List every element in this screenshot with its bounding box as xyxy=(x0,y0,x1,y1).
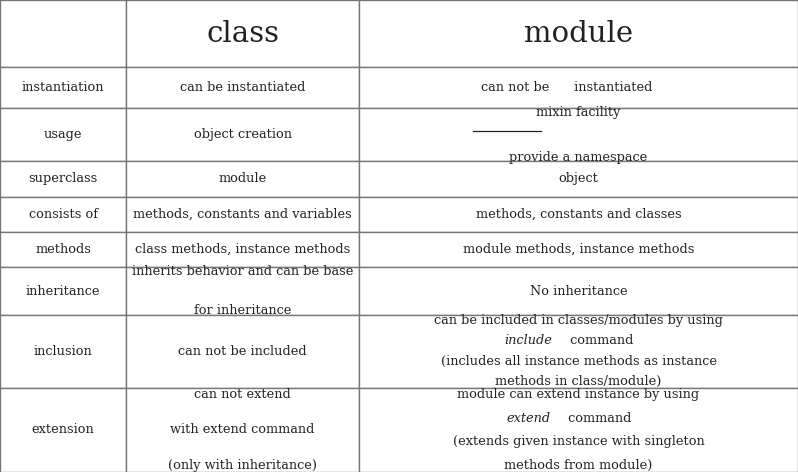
Text: instantiated: instantiated xyxy=(570,81,652,94)
Bar xyxy=(359,67,798,108)
Bar xyxy=(359,161,798,197)
Text: extension: extension xyxy=(32,423,94,436)
Bar xyxy=(126,197,359,232)
Text: instantiation: instantiation xyxy=(22,81,105,94)
Bar xyxy=(126,108,359,161)
Bar xyxy=(359,315,798,388)
Text: methods: methods xyxy=(35,243,91,256)
Bar xyxy=(359,267,798,315)
Text: class methods, instance methods: class methods, instance methods xyxy=(135,243,350,256)
Text: can be instantiated: can be instantiated xyxy=(180,81,306,94)
Text: methods in class/module): methods in class/module) xyxy=(496,375,662,388)
Bar xyxy=(359,232,798,267)
Text: provide a namespace: provide a namespace xyxy=(509,151,648,164)
Bar xyxy=(126,232,359,267)
Text: (includes all instance methods as instance: (includes all instance methods as instan… xyxy=(440,355,717,368)
Text: (extends given instance with singleton: (extends given instance with singleton xyxy=(452,435,705,448)
Text: methods from module): methods from module) xyxy=(504,459,653,472)
Bar xyxy=(0,161,126,197)
Text: include: include xyxy=(504,335,552,347)
Bar xyxy=(359,108,798,161)
Text: can not extend: can not extend xyxy=(194,388,291,401)
Text: module methods, instance methods: module methods, instance methods xyxy=(463,243,694,256)
Text: usage: usage xyxy=(44,128,82,141)
Bar xyxy=(0,0,126,67)
Text: inherits behavior and can be base: inherits behavior and can be base xyxy=(132,265,354,278)
Text: inclusion: inclusion xyxy=(34,345,93,358)
Bar xyxy=(359,388,798,472)
Text: command: command xyxy=(566,335,634,347)
Text: (only with inheritance): (only with inheritance) xyxy=(168,459,317,472)
Text: for inheritance: for inheritance xyxy=(194,304,291,317)
Text: can not be included: can not be included xyxy=(178,345,307,358)
Bar xyxy=(0,232,126,267)
Text: mixin facility: mixin facility xyxy=(536,106,621,119)
Text: command: command xyxy=(563,412,631,424)
Text: No inheritance: No inheritance xyxy=(530,285,627,297)
Text: methods, constants and classes: methods, constants and classes xyxy=(476,208,681,221)
Text: module: module xyxy=(219,172,267,185)
Bar xyxy=(0,67,126,108)
Bar xyxy=(126,0,359,67)
Bar xyxy=(0,108,126,161)
Bar xyxy=(126,315,359,388)
Text: can be included in classes/modules by using: can be included in classes/modules by us… xyxy=(434,314,723,327)
Bar xyxy=(126,267,359,315)
Text: module: module xyxy=(524,20,633,48)
Text: consists of: consists of xyxy=(29,208,97,221)
Bar xyxy=(359,0,798,67)
Text: module can extend instance by using: module can extend instance by using xyxy=(457,388,700,401)
Bar xyxy=(0,197,126,232)
Text: superclass: superclass xyxy=(29,172,97,185)
Text: with extend command: with extend command xyxy=(171,423,314,436)
Text: inheritance: inheritance xyxy=(26,285,101,297)
Text: can not be: can not be xyxy=(481,81,550,94)
Text: extend: extend xyxy=(507,412,551,424)
Bar xyxy=(0,315,126,388)
Bar xyxy=(359,197,798,232)
Bar xyxy=(0,388,126,472)
Bar xyxy=(126,161,359,197)
Text: object: object xyxy=(559,172,598,185)
Bar xyxy=(126,388,359,472)
Bar xyxy=(126,67,359,108)
Text: methods, constants and variables: methods, constants and variables xyxy=(133,208,352,221)
Text: object creation: object creation xyxy=(194,128,291,141)
Bar xyxy=(0,267,126,315)
Text: class: class xyxy=(206,20,279,48)
